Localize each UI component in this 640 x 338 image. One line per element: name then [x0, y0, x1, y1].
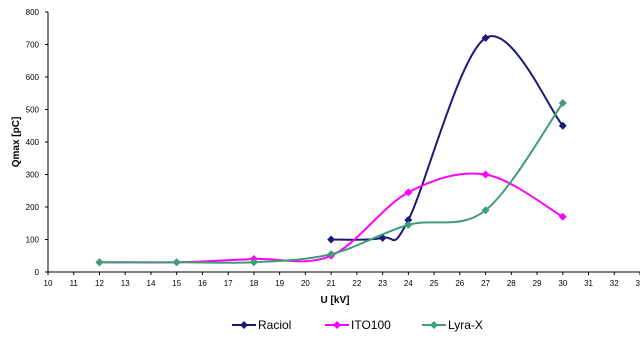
legend-item: Lyra-X — [422, 318, 483, 332]
legend-marker — [240, 321, 248, 329]
legend-marker — [333, 321, 341, 329]
data-point-marker — [95, 258, 104, 267]
data-point-marker — [172, 258, 181, 267]
x-tick-label: 33 — [636, 279, 640, 288]
y-tick-label: 600 — [26, 73, 40, 82]
y-tick-label: 200 — [26, 203, 40, 212]
legend-item: ITO100 — [325, 318, 391, 332]
series-lyra-x — [95, 99, 567, 267]
x-tick-label: 16 — [198, 279, 207, 288]
x-tick-label: 26 — [455, 279, 464, 288]
x-tick-label: 11 — [70, 279, 79, 288]
y-tick-label: 700 — [26, 41, 40, 50]
legend-label: ITO100 — [351, 318, 391, 332]
legend: Raciol ITO100 Lyra-X — [232, 318, 483, 332]
series-raciol — [327, 34, 567, 244]
y-tick-labels: 0 100 200 300 400 500 600 700 800 — [26, 8, 48, 277]
data-point-marker — [404, 188, 413, 197]
y-tick-label: 500 — [26, 106, 40, 115]
x-tick-label: 14 — [147, 279, 156, 288]
data-point-marker — [481, 206, 490, 215]
x-tick-label: 28 — [507, 279, 516, 288]
x-tick-label: 20 — [301, 279, 310, 288]
x-tick-label: 30 — [558, 279, 567, 288]
x-tick-label: 23 — [378, 279, 387, 288]
y-tick-label: 400 — [26, 138, 40, 147]
x-tick-label: 31 — [584, 279, 593, 288]
legend-label: Lyra-X — [448, 318, 483, 332]
x-tick-label: 22 — [352, 279, 361, 288]
x-tick-label: 32 — [610, 279, 619, 288]
x-tick-label: 13 — [121, 279, 130, 288]
x-tick-label: 27 — [481, 279, 490, 288]
data-point-marker — [404, 220, 413, 229]
x-tick-labels: 10 11 12 13 14 15 16 17 18 19 20 21 22 23 24 25 26 27 28 29… — [44, 272, 640, 288]
data-point-marker — [327, 250, 336, 259]
y-tick-label: 300 — [26, 171, 40, 180]
series-line — [331, 35, 564, 242]
y-tick-label: 800 — [26, 8, 40, 17]
data-point-marker — [481, 170, 490, 179]
x-tick-label: 10 — [44, 279, 53, 288]
y-axis-title: Qmax [pC] — [11, 117, 22, 168]
data-point-marker — [249, 258, 258, 267]
x-tick-label: 17 — [224, 279, 233, 288]
x-tick-label: 15 — [172, 279, 181, 288]
data-point-marker — [481, 34, 490, 42]
x-tick-label: 18 — [249, 279, 258, 288]
legend-label: Raciol — [258, 318, 291, 332]
legend-marker — [430, 321, 438, 329]
x-tick-label: 25 — [430, 279, 439, 288]
series-layer — [95, 34, 567, 267]
series-line — [99, 172, 564, 264]
x-tick-label: 29 — [533, 279, 542, 288]
data-point-marker — [404, 216, 413, 224]
plot-area — [47, 12, 640, 273]
x-tick-label: 12 — [95, 279, 104, 288]
x-tick-label: 24 — [404, 279, 413, 288]
data-point-marker — [327, 235, 336, 244]
data-point-marker — [558, 99, 567, 107]
data-point-marker — [558, 212, 567, 221]
x-axis-title: U [kV] — [321, 295, 350, 306]
x-tick-label: 19 — [275, 279, 284, 288]
x-tick-label: 21 — [327, 279, 336, 288]
y-tick-label: 0 — [35, 268, 40, 277]
legend-item: Raciol — [232, 318, 291, 332]
y-tick-label: 100 — [26, 236, 40, 245]
data-point-marker — [558, 121, 567, 130]
